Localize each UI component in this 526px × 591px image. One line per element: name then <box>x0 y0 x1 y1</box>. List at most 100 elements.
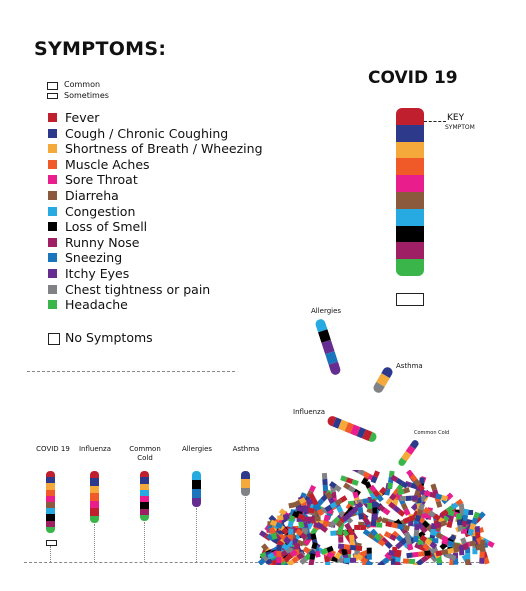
pile-pill-segment <box>434 522 442 529</box>
pile-pill <box>370 470 380 484</box>
pill-segment <box>396 124 424 142</box>
pile-pill-segment <box>336 528 344 536</box>
pile-pill-segment <box>447 540 455 547</box>
pile-pill-segment <box>270 532 278 540</box>
pile-pill-segment <box>308 516 315 522</box>
pile-pill-segment <box>302 506 309 513</box>
pile-pill-segment <box>410 503 419 511</box>
pile-pill-segment <box>390 474 399 483</box>
pile-pill-segment <box>420 525 428 534</box>
pill-segment <box>90 478 99 486</box>
pile-pill-segment <box>406 470 414 478</box>
pile-pill-segment <box>366 553 372 560</box>
pile-pill-segment <box>287 520 294 528</box>
legend-label: Loss of Smell <box>65 219 148 235</box>
pile-pill-segment <box>329 501 338 509</box>
pile-pill-segment <box>455 498 464 507</box>
influenza-falling-pill <box>326 414 378 444</box>
pile-pill-segment <box>377 560 386 565</box>
pile-pill-segment <box>376 494 384 503</box>
pill-segment <box>396 191 424 209</box>
pile-pill-segment <box>326 551 335 559</box>
pile-pill-segment <box>391 522 399 529</box>
pile-pill-segment <box>399 495 406 502</box>
pile-pill-segment <box>268 527 276 535</box>
pile-pill-segment <box>362 528 371 537</box>
pile-pill <box>292 510 306 521</box>
pile-pill <box>461 508 469 528</box>
pill-segment <box>140 489 149 496</box>
pile-pill-segment <box>336 505 344 513</box>
pile-pill-segment <box>293 499 301 508</box>
no-symptoms-box <box>48 333 60 345</box>
page-title: SYMPTOMS: <box>34 38 167 60</box>
allergies-float-label: Allergies <box>311 307 342 315</box>
pile-pill-segment <box>479 545 486 552</box>
legend-item: Runny Nose <box>48 235 139 250</box>
legend-item: Headache <box>48 297 128 312</box>
pile-pill <box>406 550 431 559</box>
pile-pill-segment <box>341 548 348 556</box>
pile-pill-segment <box>477 511 486 520</box>
pile-pill-segment <box>313 503 322 511</box>
pile-pill-segment <box>397 488 405 496</box>
pile-pill-segment <box>301 528 308 534</box>
common-cold-falling-pill <box>397 438 420 468</box>
pill-segment <box>140 508 149 515</box>
pile-pill-segment <box>346 509 355 518</box>
pile-pill-segment <box>334 498 343 506</box>
pile-pill-segment <box>259 530 267 538</box>
pile-pill-segment <box>479 551 485 558</box>
pile-pill <box>281 552 305 565</box>
pile-pill-segment <box>377 504 386 512</box>
pile-pill <box>295 528 308 541</box>
legend-label: Muscle Aches <box>65 156 150 172</box>
pile-pill-segment <box>323 514 330 522</box>
pile-pill-segment <box>483 557 490 565</box>
pile-pill-segment <box>322 484 329 492</box>
pile-pill-segment <box>297 513 306 521</box>
pile-pill <box>440 498 464 517</box>
pile-pill-segment <box>349 557 357 563</box>
pile-pill <box>387 470 395 490</box>
pile-pill-segment <box>355 501 364 510</box>
pile-pill-segment <box>370 528 378 537</box>
pile-pill-segment <box>326 545 334 553</box>
pile-pill <box>399 495 418 502</box>
pile-pill-segment <box>397 509 406 517</box>
pile-pill-segment <box>366 547 372 554</box>
pile-pill-segment <box>349 544 357 551</box>
pile-pill-segment <box>291 555 300 564</box>
pile-pill <box>404 531 414 551</box>
pile-pill-segment <box>308 559 315 565</box>
pile-pill <box>276 513 290 521</box>
asthma-falling-pill <box>371 365 395 395</box>
ground-line <box>24 562 484 563</box>
pile-pill-segment <box>315 521 324 530</box>
pile-pill <box>423 490 449 502</box>
pile-pill-segment <box>413 489 421 498</box>
pile-pill-segment <box>456 519 463 526</box>
pile-pill-segment <box>407 543 414 551</box>
pile-pill <box>385 521 410 531</box>
pile-pill-segment <box>462 542 470 551</box>
pill-segment <box>241 479 250 488</box>
pile-pill-segment <box>383 531 392 539</box>
pile-pill <box>371 501 379 520</box>
pill-segment <box>241 487 250 496</box>
pile-pill-segment <box>281 527 290 536</box>
pile-pill <box>479 539 486 564</box>
pile-pill <box>322 514 330 528</box>
pile-pill-segment <box>409 474 418 482</box>
pile-pill-segment <box>394 561 401 565</box>
pile-pill-segment <box>379 486 387 495</box>
pile-pill <box>402 514 416 524</box>
pile-pill-segment <box>343 544 351 550</box>
pile-pill-segment <box>372 535 381 544</box>
legend-item: Congestion <box>48 204 135 219</box>
pile-pill <box>328 481 342 493</box>
pile-pill-segment <box>372 513 379 520</box>
pile-pill-segment <box>374 533 382 541</box>
pile-pill-segment <box>435 532 444 540</box>
pile-pill-segment <box>389 533 397 542</box>
